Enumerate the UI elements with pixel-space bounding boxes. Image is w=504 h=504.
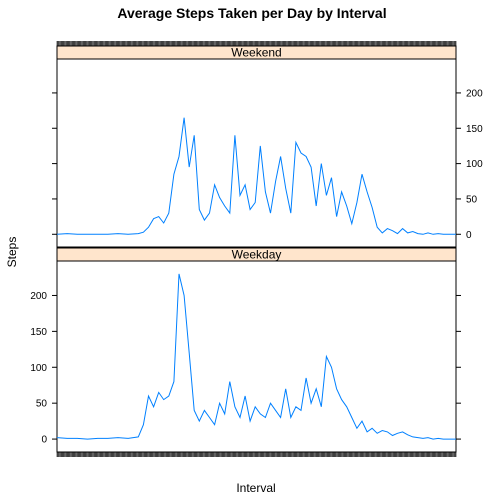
y-tick-label: 200 (466, 88, 483, 99)
chart-panels: Weekend 0 50 100 150 200 Weekday 0 50 100 150 200 (30, 41, 483, 457)
y-tick-label: 150 (466, 124, 483, 135)
strip-label: Weekday (232, 248, 282, 262)
y-tick-label: 50 (36, 399, 48, 410)
y-tick-label: 50 (466, 194, 478, 205)
strip-label: Weekend (231, 46, 281, 60)
y-tick-label: 100 (466, 159, 483, 170)
y-tick-label: 200 (30, 291, 47, 302)
y-tick-label: 150 (30, 327, 47, 338)
series-line-weekend (56, 117, 456, 235)
x-axis-label: Interval (236, 481, 275, 495)
panel-frame (56, 58, 457, 248)
y-tick-label: 100 (30, 363, 47, 374)
panel-frame (56, 260, 457, 453)
y-tick-label: 0 (466, 230, 472, 241)
chart-title: Average Steps Taken per Day by Interval (117, 5, 386, 21)
y-axis-label: Steps (5, 237, 19, 268)
y-tick-label: 0 (41, 435, 47, 446)
series-line-weekday (56, 273, 456, 440)
